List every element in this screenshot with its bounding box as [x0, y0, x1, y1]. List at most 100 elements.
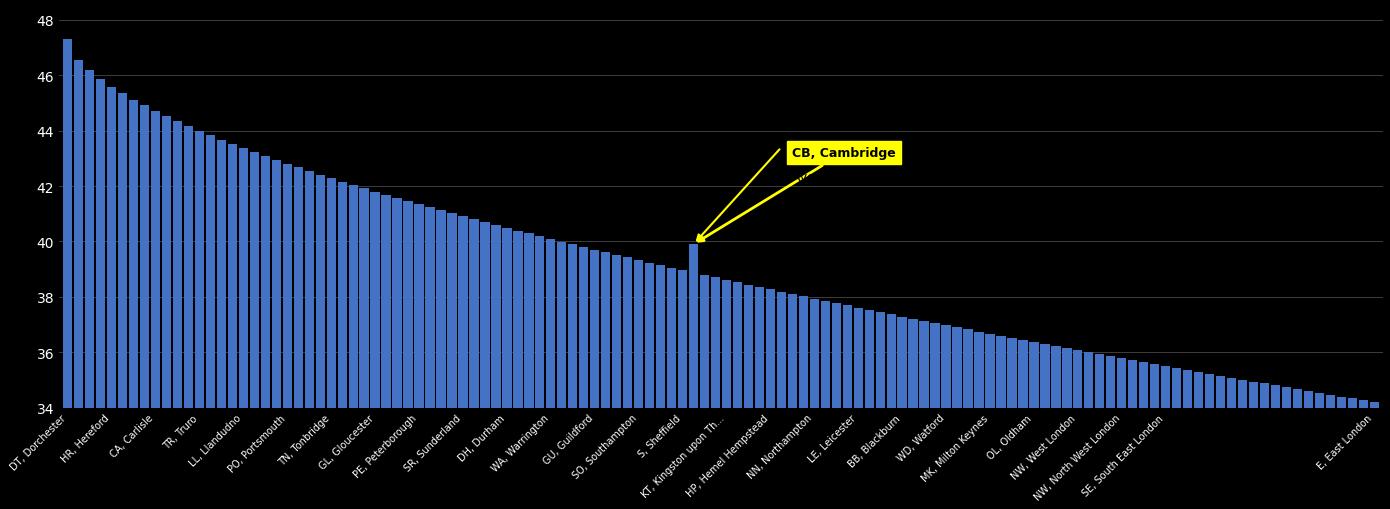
- Bar: [1194, 372, 1204, 408]
- Bar: [513, 231, 523, 408]
- Bar: [744, 285, 753, 408]
- Bar: [129, 100, 138, 408]
- Bar: [161, 117, 171, 408]
- Bar: [1129, 360, 1137, 408]
- Bar: [206, 136, 215, 408]
- Bar: [459, 217, 467, 408]
- Bar: [1216, 376, 1225, 408]
- Bar: [74, 61, 83, 408]
- Bar: [183, 127, 193, 408]
- Bar: [1172, 369, 1182, 408]
- Bar: [853, 308, 863, 408]
- Bar: [271, 160, 281, 408]
- Bar: [1019, 341, 1027, 408]
- Bar: [1118, 358, 1126, 408]
- Bar: [600, 253, 610, 408]
- Bar: [172, 122, 182, 408]
- Bar: [1183, 371, 1193, 408]
- Bar: [963, 330, 973, 408]
- Text: Average age: ¿39.9: Average age: ¿39.9: [792, 171, 913, 184]
- Bar: [316, 175, 325, 408]
- Bar: [645, 263, 655, 408]
- Bar: [591, 250, 599, 408]
- Bar: [85, 71, 95, 408]
- Bar: [1337, 397, 1346, 408]
- Bar: [842, 306, 852, 408]
- Bar: [1073, 351, 1083, 408]
- Bar: [1358, 401, 1368, 408]
- Bar: [580, 247, 588, 408]
- Bar: [569, 245, 577, 408]
- Bar: [338, 182, 348, 408]
- Bar: [1315, 393, 1325, 408]
- Bar: [820, 301, 830, 408]
- Bar: [777, 292, 787, 408]
- Bar: [228, 145, 238, 408]
- Bar: [1326, 395, 1334, 408]
- Bar: [1008, 338, 1016, 408]
- Bar: [1138, 362, 1148, 408]
- Bar: [481, 223, 489, 408]
- Bar: [392, 199, 402, 408]
- Bar: [403, 202, 413, 408]
- Bar: [689, 245, 698, 408]
- Bar: [1282, 387, 1291, 408]
- Bar: [239, 149, 247, 408]
- Bar: [1040, 345, 1049, 408]
- Bar: [1259, 384, 1269, 408]
- Bar: [371, 192, 379, 408]
- Bar: [887, 315, 895, 408]
- Bar: [448, 214, 457, 408]
- Bar: [699, 275, 709, 408]
- Bar: [470, 220, 478, 408]
- Bar: [997, 336, 1005, 408]
- Bar: [1150, 364, 1159, 408]
- Bar: [327, 179, 336, 408]
- Bar: [788, 294, 796, 408]
- Bar: [1348, 399, 1357, 408]
- Bar: [755, 288, 765, 408]
- Bar: [304, 172, 314, 408]
- Bar: [930, 323, 940, 408]
- Bar: [436, 211, 446, 408]
- Bar: [1095, 355, 1105, 408]
- Bar: [217, 140, 227, 408]
- Bar: [535, 237, 545, 408]
- Bar: [766, 290, 776, 408]
- Bar: [634, 261, 644, 408]
- Bar: [678, 271, 687, 408]
- Bar: [733, 282, 742, 408]
- Bar: [1248, 382, 1258, 408]
- Bar: [282, 164, 292, 408]
- Bar: [1238, 380, 1247, 408]
- Bar: [96, 80, 106, 408]
- Bar: [491, 225, 500, 408]
- Bar: [1369, 402, 1379, 408]
- Bar: [425, 208, 435, 408]
- Text: CB, Cambridge: CB, Cambridge: [699, 146, 897, 242]
- Bar: [952, 328, 962, 408]
- Bar: [546, 240, 556, 408]
- Bar: [1205, 374, 1215, 408]
- Bar: [293, 168, 303, 408]
- Bar: [986, 334, 995, 408]
- Bar: [799, 297, 808, 408]
- Bar: [612, 256, 621, 408]
- Bar: [63, 40, 72, 408]
- Bar: [349, 185, 357, 408]
- Bar: [524, 234, 534, 408]
- Bar: [865, 310, 874, 408]
- Bar: [898, 317, 906, 408]
- Bar: [152, 112, 160, 408]
- Bar: [974, 332, 984, 408]
- Bar: [656, 266, 666, 408]
- Bar: [667, 268, 677, 408]
- Bar: [414, 205, 424, 408]
- Bar: [1029, 343, 1038, 408]
- Bar: [1293, 389, 1302, 408]
- Bar: [1106, 356, 1115, 408]
- Bar: [831, 303, 841, 408]
- Bar: [1270, 386, 1280, 408]
- Bar: [261, 157, 270, 408]
- Bar: [710, 278, 720, 408]
